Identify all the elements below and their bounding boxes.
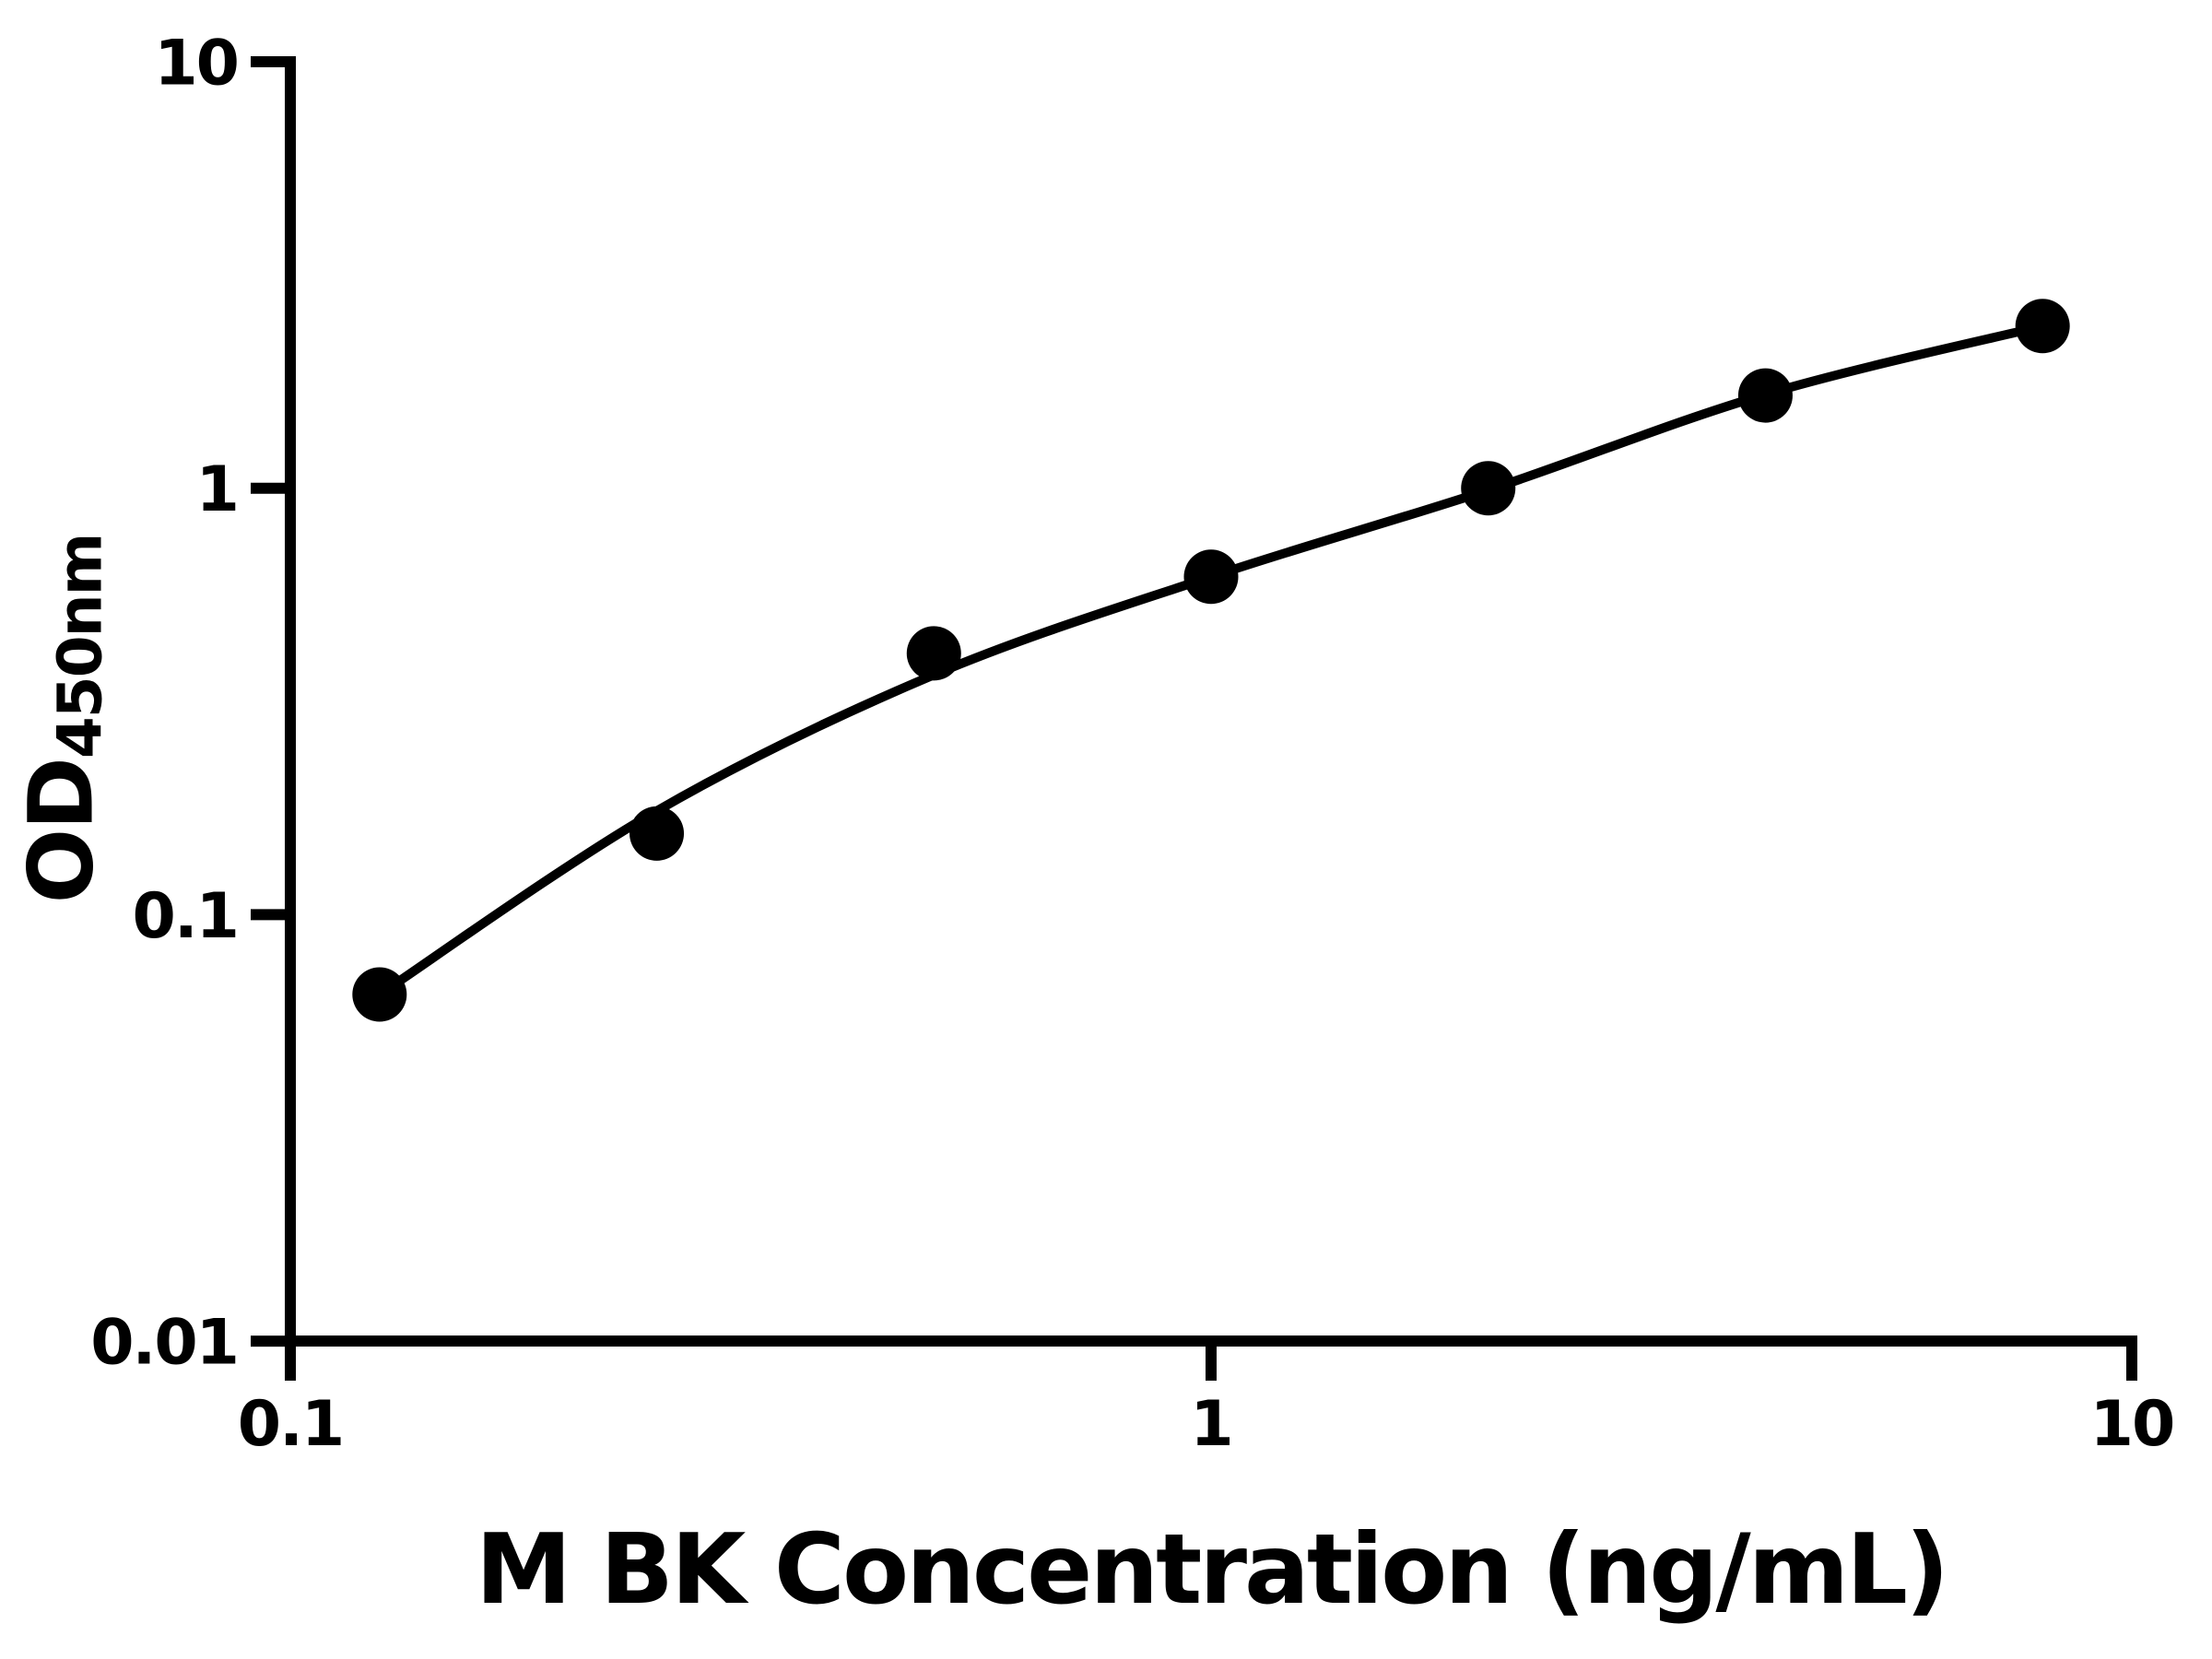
- x-tick-label: 1: [1190, 1388, 1231, 1461]
- data-point: [1183, 549, 1239, 605]
- fit-curve-line: [377, 321, 2044, 999]
- y-axis-title-main: OD: [9, 759, 113, 904]
- y-tick-label: 10: [154, 27, 238, 100]
- x-axis-title: M BK Concentration (ng/mL): [475, 1513, 1949, 1626]
- x-tick-label: 0.1: [238, 1388, 343, 1461]
- data-point: [906, 626, 961, 681]
- y-tick-label: 1: [196, 453, 238, 526]
- y-tick-label: 0.1: [133, 880, 238, 953]
- y-tick-label: 0.01: [90, 1307, 238, 1380]
- data-point: [352, 967, 407, 1022]
- data-point: [1461, 461, 1516, 516]
- y-axis-title-subscript: 450nm: [44, 534, 116, 759]
- data-point: [629, 806, 685, 861]
- y-axis-title: OD450nm: [10, 535, 116, 904]
- data-point: [1737, 368, 1793, 423]
- data-point: [2015, 299, 2070, 354]
- x-tick-label: 10: [2090, 1388, 2174, 1461]
